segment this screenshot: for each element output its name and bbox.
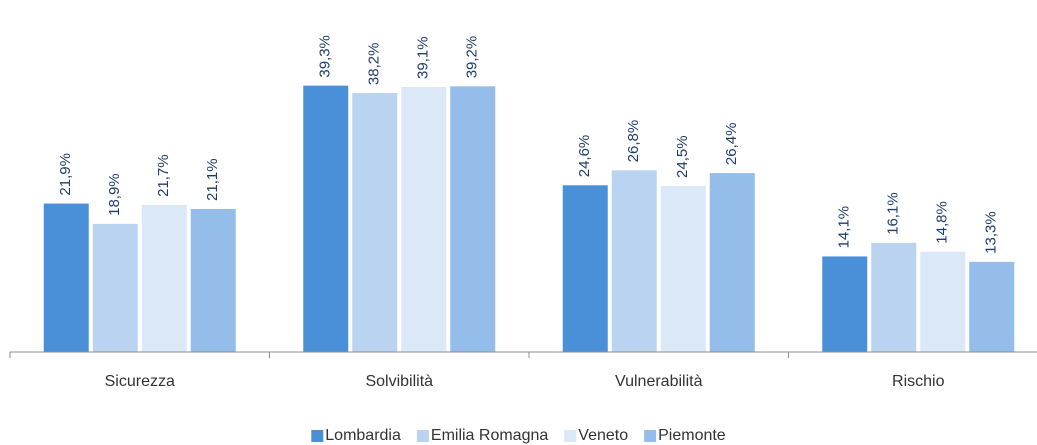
legend-swatch: [311, 430, 324, 442]
bar: [969, 261, 1015, 352]
legend-swatch: [416, 430, 429, 442]
bar: [352, 93, 398, 352]
value-label: 38,2%: [366, 43, 383, 86]
bar: [822, 256, 868, 352]
value-label: 26,4%: [723, 123, 740, 166]
value-label: 21,1%: [204, 158, 221, 201]
legend-label: Emilia Romagna: [431, 427, 548, 444]
bar: [141, 204, 187, 352]
value-label: 24,6%: [576, 135, 593, 178]
bar: [92, 223, 138, 352]
bar: [450, 86, 496, 353]
legend-label: Piemonte: [658, 427, 726, 444]
bar: [190, 208, 236, 352]
value-label: 26,8%: [625, 120, 642, 163]
bar: [303, 85, 349, 352]
legend-label: Veneto: [578, 427, 628, 444]
bar: [43, 203, 89, 352]
value-label: 21,7%: [155, 154, 172, 197]
x-tick-label: Solvibilità: [365, 373, 433, 390]
bar: [401, 86, 447, 352]
value-label: 14,1%: [836, 206, 853, 249]
bar: [871, 242, 917, 352]
bar: [709, 173, 755, 352]
x-tick-label: Sicurezza: [105, 373, 175, 390]
value-label: 18,9%: [106, 173, 123, 216]
value-label: 14,8%: [934, 201, 951, 244]
value-label: 13,3%: [983, 211, 1000, 254]
legend-label: Lombardia: [325, 427, 401, 444]
value-label: 39,3%: [317, 35, 334, 78]
value-label: 21,9%: [57, 153, 74, 196]
bar: [562, 185, 608, 352]
bar: [611, 170, 657, 352]
value-label: 39,1%: [415, 36, 432, 79]
x-tick-label: Vulnerabilità: [615, 373, 703, 390]
bar: [920, 251, 966, 352]
legend-swatch: [564, 430, 577, 442]
x-tick-label: Rischio: [892, 373, 945, 390]
bar: [660, 185, 706, 352]
legend-swatch: [644, 430, 657, 442]
value-label: 39,2%: [464, 36, 481, 79]
value-label: 24,5%: [674, 135, 691, 178]
value-label: 16,1%: [885, 192, 902, 235]
